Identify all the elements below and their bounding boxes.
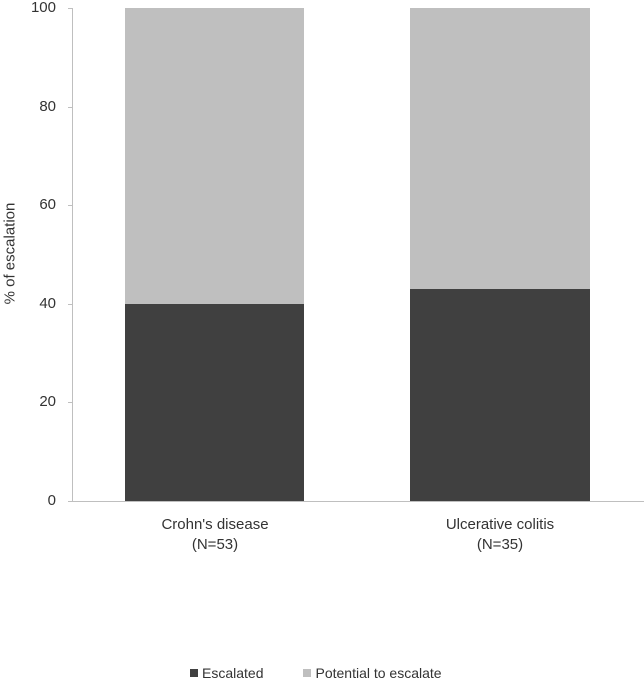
legend-swatch-icon [303,669,312,677]
y-tick [68,205,73,206]
bar-crohns-disease [125,8,304,501]
x-label-line2: (N=53) [191,536,239,553]
legend-swatch-icon [190,669,198,677]
y-tick-label: 20 [39,393,56,410]
y-axis-line [72,8,73,502]
y-tick-label: 60 [39,196,56,213]
y-tick [68,304,73,305]
legend-label: Potential to escalate [315,665,442,681]
y-tick [68,8,73,9]
legend-item-escalated: Escalated [190,665,263,681]
x-label-line1: Ulcerative colitis [445,516,555,533]
y-tick-label: 100 [30,0,56,16]
legend: Escalated Potential to escalate [190,665,482,681]
legend-item-potential: Potential to escalate [303,665,442,681]
x-axis-line [68,501,644,502]
y-tick-label: 40 [39,295,56,312]
y-tick [68,501,73,502]
segment-escalated [410,289,590,501]
y-tick-label: 80 [39,98,56,115]
x-label-uc: Ulcerative colitis (N=35) [400,515,600,555]
y-tick-label: 0 [47,492,56,509]
segment-potential-to-escalate [125,8,304,304]
bar-ulcerative-colitis [410,8,590,501]
y-tick [68,107,73,108]
segment-escalated [125,304,304,501]
y-tick [68,402,73,403]
x-label-line1: Crohn's disease [161,516,269,533]
segment-potential-to-escalate [410,8,590,289]
legend-label: Escalated [202,665,264,681]
x-label-crohns: Crohn's disease (N=53) [115,515,315,555]
x-label-line2: (N=35) [476,536,524,553]
